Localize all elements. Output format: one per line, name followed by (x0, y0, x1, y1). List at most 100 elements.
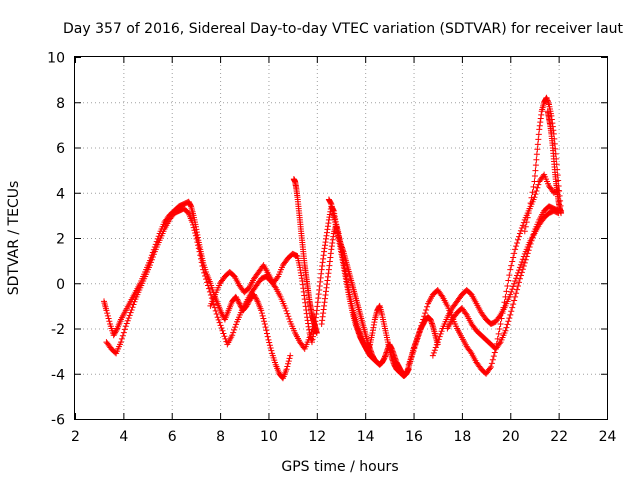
data-point (496, 325, 503, 332)
data-point (219, 327, 226, 334)
data-point (496, 313, 503, 320)
data-point (406, 358, 413, 365)
data-point (259, 312, 266, 319)
data-point (516, 275, 523, 282)
data-point (507, 291, 514, 298)
data-point (408, 353, 415, 360)
x-tick-label: 12 (308, 429, 326, 445)
data-point (203, 276, 210, 283)
data-point (211, 304, 218, 311)
data-point (230, 329, 237, 336)
data-point (435, 336, 442, 343)
data-point (533, 187, 540, 194)
data-point (511, 297, 518, 304)
data-point (522, 223, 529, 230)
data-point (527, 200, 534, 207)
data-point (508, 288, 515, 295)
data-point (233, 295, 240, 302)
data-point (214, 314, 221, 321)
data-point (522, 256, 529, 263)
data-point (422, 310, 429, 317)
chart-title: Day 357 of 2016, Sidereal Day-to-day VTE… (63, 21, 624, 37)
y-tick-label: 10 (47, 51, 65, 67)
data-point (195, 245, 202, 252)
series-track-9 (444, 203, 562, 352)
series-track-1 (101, 198, 294, 382)
data-point (146, 262, 153, 269)
data-point (415, 332, 422, 339)
data-point (520, 263, 527, 270)
data-point (274, 274, 281, 281)
data-point (124, 317, 131, 324)
data-point (110, 332, 117, 339)
data-point (497, 320, 504, 327)
data-point (490, 353, 497, 360)
data-point (430, 349, 437, 356)
data-point (253, 295, 260, 302)
data-point (526, 244, 533, 251)
data-point (488, 360, 495, 367)
data-point (266, 339, 273, 346)
y-axis-label: SDTVAR / TECUs (6, 181, 22, 296)
data-point (496, 340, 503, 347)
data-point (409, 350, 416, 357)
data-point (190, 224, 197, 231)
data-point (512, 293, 519, 300)
data-point (313, 330, 320, 337)
y-tick-label: -2 (51, 322, 65, 338)
series-track-7 (405, 171, 562, 377)
data-point (518, 225, 525, 232)
data-point (105, 315, 112, 322)
x-tick-label: 6 (168, 429, 177, 445)
data-point (266, 342, 273, 349)
data-point (436, 333, 443, 340)
x-tick-label: 14 (357, 429, 375, 445)
data-point (217, 322, 224, 329)
data-point (509, 258, 516, 265)
data-point (507, 311, 514, 318)
data-point (467, 349, 474, 356)
data-point (558, 210, 565, 217)
data-point (429, 352, 436, 359)
data-point (215, 316, 222, 323)
data-point (205, 282, 211, 289)
data-point (438, 328, 445, 335)
series-track-6 (325, 196, 412, 380)
data-point (486, 365, 493, 372)
data-point (525, 247, 532, 254)
y-tick-label: -6 (51, 413, 65, 429)
data-point (423, 306, 430, 313)
data-point (424, 303, 431, 310)
data-point (122, 323, 129, 330)
x-tick-label: 18 (453, 429, 471, 445)
data-point (263, 327, 270, 334)
data-point (236, 300, 243, 307)
x-axis-label: GPS time / hours (281, 459, 398, 475)
data-point (511, 280, 518, 287)
data-point (508, 308, 515, 315)
data-point (286, 315, 293, 322)
data-point (530, 183, 537, 190)
data-point (533, 156, 540, 163)
data-point (234, 296, 241, 303)
data-point (284, 310, 291, 317)
data-point (432, 344, 439, 351)
data-point (258, 307, 265, 314)
data-point (192, 232, 199, 239)
y-tick-label: -4 (51, 367, 65, 383)
data-point (506, 315, 513, 322)
data-point (282, 305, 289, 312)
data-point (513, 243, 520, 250)
data-point (261, 320, 268, 327)
data-point (517, 272, 524, 279)
data-point (495, 330, 502, 337)
x-tick-label: 22 (550, 429, 568, 445)
data-point (518, 258, 525, 265)
series-track-2 (103, 205, 318, 357)
data-point (519, 222, 526, 229)
data-point (150, 251, 157, 258)
data-point (258, 310, 265, 317)
data-point (252, 294, 259, 301)
data-point (233, 321, 240, 328)
data-point (113, 326, 120, 333)
